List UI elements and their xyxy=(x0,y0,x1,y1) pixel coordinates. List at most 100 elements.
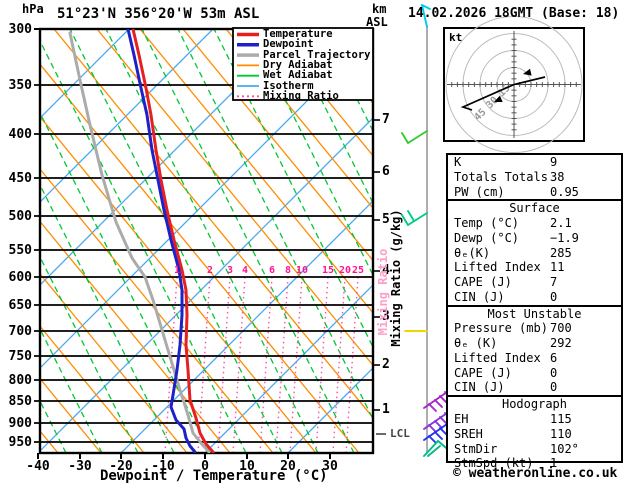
dry-adiabat-line xyxy=(53,29,373,419)
table-row: CIN (J) 0 xyxy=(448,290,621,305)
isotherm-line xyxy=(40,29,297,286)
table-row: StmSpd (kt) 1 xyxy=(448,456,621,471)
table-row-label: θₑ (K) xyxy=(454,336,498,351)
table-row-label: PW (cm) xyxy=(454,184,505,199)
pressure-tick-label: 950 xyxy=(8,435,32,450)
table-row-value: 0 xyxy=(550,365,558,380)
table-row-value: 700 xyxy=(550,321,572,336)
pressure-tick-label: 500 xyxy=(8,209,32,224)
legend-label: Dry Adiabat xyxy=(263,58,333,71)
table-row-value: 0.95 xyxy=(550,184,579,199)
mixing-ratio-line xyxy=(289,276,303,453)
table-section-header: Hodograph xyxy=(501,397,568,412)
legend-label: Dewpoint xyxy=(263,38,314,51)
table-row-label: Dewp (°C) xyxy=(454,230,520,245)
table-row-label: StmSpd (kt) xyxy=(454,456,534,471)
km-tick-label: 4 xyxy=(382,263,390,278)
hodograph-unit-label: kt xyxy=(449,31,463,44)
wet-adiabat-line xyxy=(40,39,247,453)
km-tick-label: 3 xyxy=(382,309,390,324)
dry-adiabat-line xyxy=(40,220,231,453)
wind-barb xyxy=(401,130,428,144)
table-row-value: 6 xyxy=(550,350,558,365)
hodograph-arrowhead xyxy=(494,95,503,102)
lcl-label: LCL xyxy=(390,427,410,440)
table-row: CIN (J) 0 xyxy=(448,380,621,395)
table-section: Surface Temp (°C) 2.1 Dewp (°C) −1.9 θₑ(K) 285… xyxy=(448,199,621,304)
km-tick-label: 5 xyxy=(382,212,390,227)
temp-tick-label: -20 xyxy=(109,459,133,474)
temp-tick-label: 10 xyxy=(239,459,255,474)
wind-barb xyxy=(421,4,431,28)
table-row-value: −1.9 xyxy=(550,230,579,245)
pressure-tick-label: 850 xyxy=(8,394,32,409)
table-section: Most Unstable Pressure (mb) 700 θₑ (K) 292 Li… xyxy=(448,304,621,396)
pressure-tick-label: 550 xyxy=(8,243,32,258)
table-row-label: SREH xyxy=(454,426,483,441)
wet-adiabat-line xyxy=(141,29,355,453)
plot-border xyxy=(38,27,375,455)
mixing-ratio-value-label: 20 xyxy=(338,265,352,276)
pressure-tick-label: 600 xyxy=(8,270,32,285)
mixing-ratio-line xyxy=(217,276,231,453)
dry-adiabat-line xyxy=(40,115,317,453)
pressure-tick-label: 800 xyxy=(8,373,32,388)
table-row-value: 115 xyxy=(550,412,572,427)
table-row-label: Lifted Index xyxy=(454,260,541,275)
wet-adiabat-line xyxy=(69,29,283,453)
isotherm-line xyxy=(120,200,373,453)
table-row: θₑ (K) 292 xyxy=(448,336,621,351)
wind-barb xyxy=(401,210,428,226)
temp-tick-label: -10 xyxy=(151,459,175,474)
table-row: Temp (°C) 2.1 xyxy=(448,216,621,231)
mixing-ratio-value-label: 1 xyxy=(173,265,181,276)
temperature-curve xyxy=(131,29,215,453)
isotherm-line xyxy=(40,117,373,452)
dry-adiabat-line xyxy=(40,168,274,453)
mixing-ratio-value-label: 3 xyxy=(226,265,234,276)
km-unit-label: km xyxy=(372,2,387,16)
dry-adiabat-line xyxy=(40,325,145,453)
table-row-value: 2.1 xyxy=(550,216,572,231)
table-row: CAPE (J) 7 xyxy=(448,275,621,290)
sounding-curves xyxy=(68,29,215,453)
legend-box xyxy=(232,27,374,101)
mixing-ratio-value-label: 10 xyxy=(295,265,309,276)
dewpoint-curve xyxy=(126,29,197,453)
legend-label: Parcel Trajectory xyxy=(263,48,371,61)
table-row-value: 1 xyxy=(550,456,558,471)
pressure-tick-label: 400 xyxy=(8,127,32,142)
km-tick-label: 7 xyxy=(382,112,390,127)
mixing-ratio-value-label: 2 xyxy=(206,265,214,276)
mixing-ratio-value-label: 25 xyxy=(351,265,365,276)
table-row-label: K xyxy=(454,155,462,169)
wet-adiabat-line xyxy=(177,29,373,421)
table-section-header: Surface xyxy=(509,201,560,216)
table-section-header: Most Unstable xyxy=(487,306,582,321)
mixing-ratio-line xyxy=(332,276,346,453)
isotherm-line xyxy=(40,29,130,119)
table-row: Pressure (mb) 700 xyxy=(448,321,621,336)
indices-table: K 9 Totals Totals 38 PW (cm) 0.95 Surface Temp … xyxy=(446,153,623,470)
km-tick-label: 2 xyxy=(382,357,390,372)
x-axis-title: Dewpoint / Temperature (°C) xyxy=(100,468,328,484)
mixing-ratio-line xyxy=(259,276,273,453)
table-row-value: 102° xyxy=(550,441,579,456)
table-row-value: 292 xyxy=(550,336,572,351)
table-row: Dewp (°C) −1.9 xyxy=(448,231,621,246)
isotherm-line xyxy=(204,284,373,453)
table-row: θₑ(K) 285 xyxy=(448,246,621,261)
legend-label: Mixing Ratio xyxy=(263,89,339,102)
station-title: 51°23'N 356°20'W 53m ASL xyxy=(57,6,260,22)
legend-label: Temperature xyxy=(263,28,333,40)
dry-adiabat-line xyxy=(139,29,373,314)
isotherm-line xyxy=(287,367,373,453)
table-row-label: θₑ(K) xyxy=(454,245,491,260)
table-row-value: 9 xyxy=(550,155,558,169)
mixing-ratio-value-label: 4 xyxy=(241,265,249,276)
pressure-unit-label: hPa xyxy=(22,2,44,16)
dry-adiabat-line xyxy=(40,377,102,453)
